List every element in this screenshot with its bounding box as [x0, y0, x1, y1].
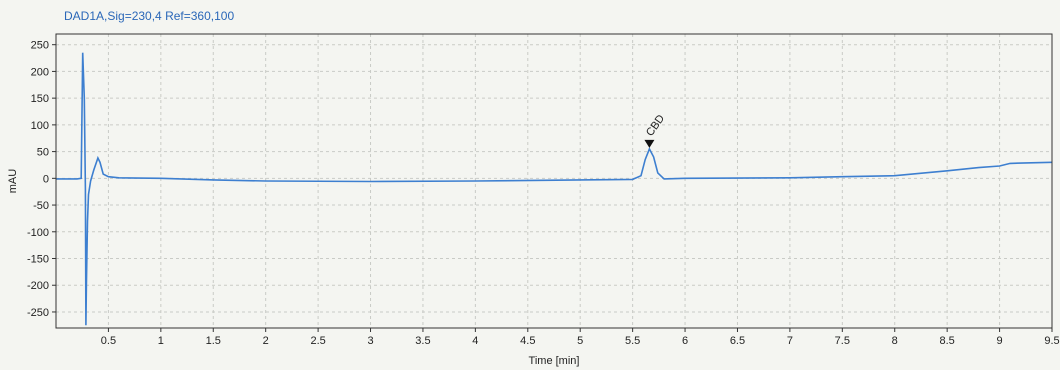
x-tick-label: 7.5 [835, 335, 850, 347]
y-tick-label: -200 [27, 280, 49, 292]
annotation-layer: CBD [644, 113, 667, 148]
x-tick-label: 5 [577, 335, 583, 347]
y-tick-label: -150 [27, 254, 49, 266]
y-tick-label: 250 [31, 40, 49, 52]
chart-title: DAD1A,Sig=230,4 Ref=360,100 [64, 9, 234, 23]
x-tick-label: 3.5 [415, 335, 430, 347]
x-tick-label: 9 [997, 335, 1003, 347]
x-tick-label: 4 [472, 335, 478, 347]
peak-label: CBD [644, 113, 667, 139]
y-tick-label: -100 [27, 227, 49, 239]
x-axis-ticks: 0.5 1 1.5 2 2.5 3 3.5 4 4.5 5 5.5 6 6.5 7 7.5 8 8.5 9 9.5 [101, 328, 1060, 347]
x-tick-label: 2 [263, 335, 269, 347]
x-tick-label: 5.5 [625, 335, 640, 347]
x-axis-label: Time [min] [529, 355, 580, 367]
x-tick-label: 4.5 [520, 335, 535, 347]
y-axis-label: mAU [7, 169, 19, 194]
x-tick-label: 1 [158, 335, 164, 347]
y-tick-label: 150 [31, 93, 49, 105]
x-tick-label: 6 [682, 335, 688, 347]
x-tick-label: 8 [892, 335, 898, 347]
y-tick-label: 0 [43, 173, 49, 185]
x-tick-label: 9.5 [1044, 335, 1059, 347]
grid-lines [56, 34, 1053, 328]
signal-trace [56, 52, 1053, 326]
x-tick-label: 0.5 [101, 335, 116, 347]
y-axis-ticks: 250 200 150 100 50 0 -50 -100 -150 -200 -250 [27, 40, 56, 319]
x-tick-label: 3 [367, 335, 373, 347]
x-tick-label: 7 [787, 335, 793, 347]
plot-frame [55, 33, 1053, 329]
x-tick-label: 8.5 [940, 335, 955, 347]
y-tick-label: 100 [31, 120, 49, 132]
y-tick-label: 50 [37, 147, 49, 159]
x-tick-label: 1.5 [206, 335, 221, 347]
x-tick-label: 6.5 [730, 335, 745, 347]
peak-marker [644, 139, 655, 148]
y-tick-label: -250 [27, 307, 49, 319]
x-tick-label: 2.5 [310, 335, 325, 347]
trace-layer [56, 52, 1053, 326]
y-tick-label: 200 [31, 66, 49, 78]
y-tick-label: -50 [33, 200, 49, 212]
